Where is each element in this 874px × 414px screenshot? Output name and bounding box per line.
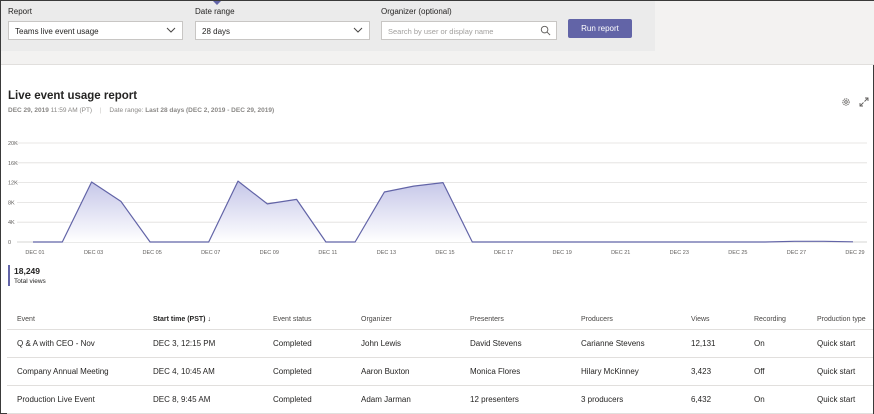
organizer-link[interactable]: Adam Jarman [351,385,460,414]
x-tick-label: DEC 29 [845,250,864,256]
table-row: Q & A with CEO - Nov DEC 3, 12:15 PM Com… [7,329,873,358]
x-tick-label: DEC 09 [260,250,279,256]
y-tick-label: 0 [8,240,11,246]
report-meta: DEC 29, 2019 11:59 AM (PT) | Date range:… [8,107,274,114]
col-start-time-label: Start time (PST) [153,316,206,324]
x-tick-label: DEC 19 [553,250,572,256]
gear-icon[interactable] [841,97,851,107]
recording-cell: Off [744,357,807,386]
search-icon [540,25,551,36]
presenters-link[interactable]: 12 presenters [460,385,571,414]
meta-separator: | [99,107,102,114]
series-area [33,181,853,242]
usage-chart: 0 4K 8K 12K 16K 20K DEC 01 DEC 03 DEC 05 DEC 07 DE… [8,141,867,256]
x-tick-label: DEC 25 [728,250,747,256]
event-name-link[interactable]: Q & A with CEO - Nov [7,329,143,358]
start-time-cell: DEC 3, 12:15 PM [143,329,263,358]
organizer-label: Organizer (optional) [381,7,452,16]
date-range-select[interactable]: 28 days [195,21,370,40]
date-range-meta-value: Last 28 days (DEC 2, 2019 - DEC 29, 2019… [145,107,275,114]
y-tick-label: 16K [8,161,18,167]
status-cell: Completed [263,329,351,358]
date-range-value: 28 days [202,27,231,36]
col-production-type[interactable]: Production type [807,311,873,330]
sort-desc-icon: ↓ [207,316,211,324]
expand-icon[interactable] [859,97,869,107]
presenters-link[interactable]: Monica Flores [460,357,571,386]
x-tick-label: DEC 01 [25,250,44,256]
table-header-row: Event Start time (PST) ↓ Event status Or… [7,311,873,330]
active-tab-indicator [213,1,221,5]
page-title: Live event usage report [8,90,138,102]
y-tick-label: 12K [8,181,18,187]
production-type-cell: Quick start [807,329,873,358]
recording-cell: On [744,329,807,358]
x-tick-label: DEC 21 [611,250,630,256]
y-tick-label: 20K [8,141,18,147]
report-date: DEC 29, 2019 [8,107,49,114]
col-event[interactable]: Event [7,311,143,330]
filter-bar-right [655,1,874,51]
x-tick-label: DEC 11 [318,250,337,256]
events-table: Event Start time (PST) ↓ Event status Or… [7,311,873,414]
date-range-label: Date range [195,7,235,16]
col-recording[interactable]: Recording [744,311,807,330]
table-row: Company Annual Meeting DEC 4, 10:45 AM C… [7,357,873,386]
presenters-link[interactable]: David Stevens [460,329,571,358]
status-cell: Completed [263,385,351,414]
organizer-link[interactable]: John Lewis [351,329,460,358]
recording-cell: On [744,385,807,414]
date-range-meta-label: Date range: [109,107,144,114]
x-tick-label: DEC 13 [377,250,396,256]
event-name-link[interactable]: Company Annual Meeting [7,357,143,386]
report-select[interactable]: Teams live event usage [8,21,183,40]
producers-link[interactable]: Carianne Stevens [571,329,681,358]
y-tick-label: 8K [8,200,15,206]
report-time: 11:59 AM (PT) [50,107,93,114]
col-organizer[interactable]: Organizer [351,311,460,330]
x-tick-label: DEC 05 [143,250,162,256]
series-line [33,180,854,243]
production-type-cell: Quick start [807,385,873,414]
col-start-time[interactable]: Start time (PST) ↓ [143,311,263,330]
event-name-link[interactable]: Production Live Event [7,385,143,414]
x-tick-label: DEC 07 [201,250,220,256]
organizer-search-input[interactable]: Search by user or display name [381,21,557,40]
x-tick-label: DEC 15 [435,250,454,256]
total-views-value: 18,249 [14,266,40,276]
report-label: Report [8,7,33,16]
report-select-value: Teams live event usage [15,27,99,36]
start-time-cell: DEC 4, 10:45 AM [143,357,263,386]
col-event-status[interactable]: Event status [263,311,351,330]
col-views[interactable]: Views [681,311,744,330]
views-cell: 12,131 [681,329,744,358]
section-divider [1,51,874,65]
views-cell: 3,423 [681,357,744,386]
chevron-down-icon [166,27,176,33]
producers-link[interactable]: Hilary McKinney [571,357,681,386]
total-views-label: Total views [14,278,46,285]
production-type-cell: Quick start [807,357,873,386]
col-producers[interactable]: Producers [571,311,681,330]
organizer-link[interactable]: Aaron Buxton [351,357,460,386]
x-tick-label: DEC 23 [670,250,689,256]
x-tick-label: DEC 27 [787,250,806,256]
x-tick-label: DEC 03 [84,250,103,256]
run-report-button[interactable]: Run report [568,19,632,38]
start-time-cell: DEC 8, 9:45 AM [143,385,263,414]
x-tick-label: DEC 17 [494,250,513,256]
table-row: Production Live Event DEC 8, 9:45 AM Com… [7,385,873,414]
chevron-down-icon [353,27,363,33]
organizer-search-placeholder: Search by user or display name [388,27,494,36]
views-cell: 6,432 [681,385,744,414]
y-tick-label: 4K [8,220,15,226]
status-cell: Completed [263,357,351,386]
producers-link[interactable]: 3 producers [571,385,681,414]
total-views-accent [8,265,10,286]
col-presenters[interactable]: Presenters [460,311,571,330]
